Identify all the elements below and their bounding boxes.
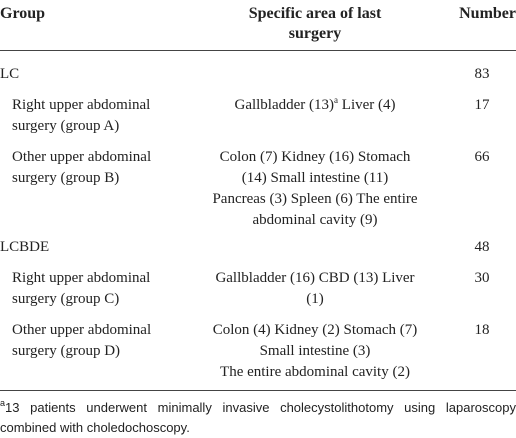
bottom-rule: [0, 390, 516, 391]
area-cell: (14) Small intestine (11): [241, 170, 389, 186]
footnote: a13 patients underwent minimally invasiv…: [0, 398, 516, 438]
header-rule: [0, 50, 516, 51]
number-cell: 83: [474, 66, 490, 82]
group-cell: surgery (group A): [12, 118, 120, 134]
group-cell: Right upper abdominal: [12, 270, 151, 286]
header-group: Group: [0, 5, 46, 22]
header-area: Specific area of last: [248, 5, 382, 22]
group-cell: surgery (group C): [12, 291, 120, 307]
group-cell: LC: [0, 66, 20, 82]
group-cell: Other upper abdominal: [12, 322, 152, 338]
number-cell: 48: [474, 239, 490, 255]
area-cell: Pancreas (3) Spleen (6) The entire: [212, 191, 418, 207]
header-area: surgery: [288, 25, 342, 42]
area-cell: Gallbladder (13)a Liver (4): [234, 95, 395, 116]
number-cell: 18: [474, 322, 490, 338]
footnote-ref: a: [334, 95, 339, 105]
group-cell: surgery (group B): [12, 170, 120, 186]
number-cell: 66: [474, 149, 490, 165]
area-cell: Gallbladder (16) CBD (13) Liver: [215, 270, 415, 286]
area-cell: The entire abdominal cavity (2): [220, 364, 410, 380]
area-text: Liver (4): [338, 97, 396, 113]
area-text: Gallbladder (13): [234, 97, 335, 113]
number-cell: 17: [474, 97, 490, 113]
area-cell: abdominal cavity (9): [252, 212, 378, 228]
area-cell: Colon (7) Kidney (16) Stomach: [219, 149, 411, 165]
group-cell: Right upper abdominal: [12, 97, 151, 113]
group-cell: LCBDE: [0, 239, 50, 255]
group-cell: surgery (group D): [12, 343, 121, 359]
group-cell: Other upper abdominal: [12, 149, 152, 165]
area-cell: (1): [306, 291, 324, 307]
footnote-text: 13 patients underwent minimally invasive…: [0, 400, 516, 435]
area-cell: Small intestine (3): [259, 343, 371, 359]
number-cell: 30: [474, 270, 490, 286]
header-number: Number: [459, 5, 516, 22]
area-cell: Colon (4) Kidney (2) Stomach (7): [212, 322, 418, 338]
footnote-mark: a: [0, 398, 6, 408]
